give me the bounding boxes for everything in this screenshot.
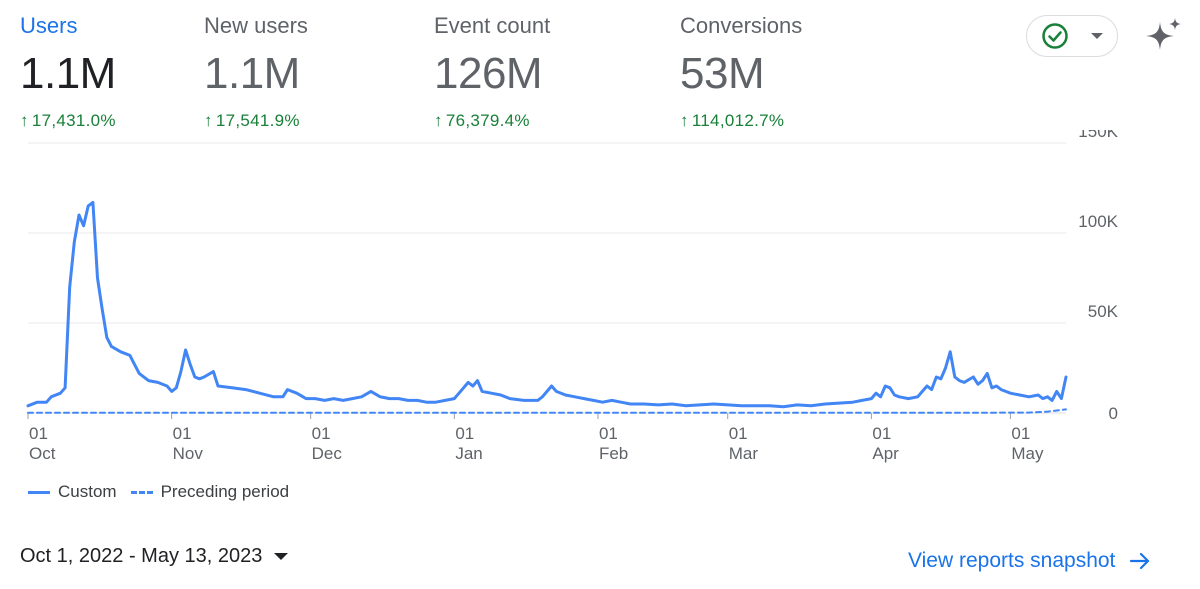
legend-label: Preceding period [160,482,290,501]
legend-item-preceding[interactable]: Preceding period [130,482,290,502]
chart-legend: Custom Preceding period [28,482,303,502]
x-tick-label: 01 Apr [872,424,899,463]
arrow-up-icon: ↑ [680,111,689,130]
metric-label: Users [20,13,78,38]
x-tick-label: 01 Jan [455,424,482,463]
metric-change-value: 76,379.4% [445,111,530,130]
metric-users[interactable]: Users 1.1M ↑ 17,431.0% [20,12,116,132]
arrow-right-icon [1130,552,1150,570]
series-line-custom [26,200,1068,409]
legend-swatch-dashed [130,490,153,494]
users-line-chart: 01 Oct 01 Nov 01 Dec 01 Jan 01 Feb 01 Mar 01 Apr 01 May… [26,130,1119,463]
y-tick-label: 100K [1078,212,1118,231]
chevron-down-icon [1091,33,1103,39]
sparkle-icon[interactable] [1144,16,1184,56]
view-link-text: View reports snapshot [908,549,1116,572]
x-tick-label: 01 Mar [729,424,759,463]
legend-label: Custom [58,482,117,501]
metric-event-count[interactable]: Event count 126M ↑ 76,379.4% [434,12,550,132]
date-range-text: Oct 1, 2022 - May 13, 2023 [20,545,263,567]
metric-value: 53M [680,49,765,98]
metric-new-users[interactable]: New users 1.1M ↑ 17,541.9% [204,12,308,132]
metric-label: Conversions [680,13,803,38]
y-tick-label: 0 [1109,404,1118,423]
view-reports-snapshot-link[interactable]: View reports snapshot [908,549,1151,573]
arrow-up-icon: ↑ [204,111,213,130]
metric-value: 1.1M [20,49,116,98]
date-range-selector[interactable]: Oct 1, 2022 - May 13, 2023 [20,545,289,568]
chevron-down-icon [274,553,289,560]
metric-value: 126M [434,49,543,98]
y-tick-label: 150K [1078,130,1118,141]
arrow-up-icon: ↑ [20,111,29,130]
metric-change: ↑ 17,431.0% [20,110,116,132]
metric-label: New users [204,13,308,38]
legend-item-custom[interactable]: Custom [28,482,117,502]
metric-change-value: 17,431.0% [31,111,116,130]
metric-conversions[interactable]: Conversions 53M ↑ 114,012.7% [680,12,802,132]
metric-change-value: 114,012.7% [691,111,785,130]
data-quality-dropdown[interactable] [1026,15,1118,57]
y-tick-label: 50K [1088,302,1119,321]
x-tick-label: 01 Feb [599,424,628,463]
metric-label: Event count [434,13,551,38]
metric-change-value: 17,541.9% [215,111,300,130]
metric-change: ↑ 114,012.7% [680,110,802,132]
metric-value: 1.1M [204,49,300,98]
metric-change: ↑ 17,541.9% [204,110,308,132]
x-tick-label: 01 May [1011,424,1044,463]
arrow-up-icon: ↑ [434,111,443,130]
x-tick-label: 01 Dec [312,424,343,463]
check-circle-icon [1042,23,1068,49]
series-line-preceding-period [27,408,1067,414]
metric-change: ↑ 76,379.4% [434,110,550,132]
x-tick-label: 01 Nov [173,424,204,463]
x-tick-label: 01 Oct [29,424,56,463]
legend-swatch-solid [28,490,50,494]
